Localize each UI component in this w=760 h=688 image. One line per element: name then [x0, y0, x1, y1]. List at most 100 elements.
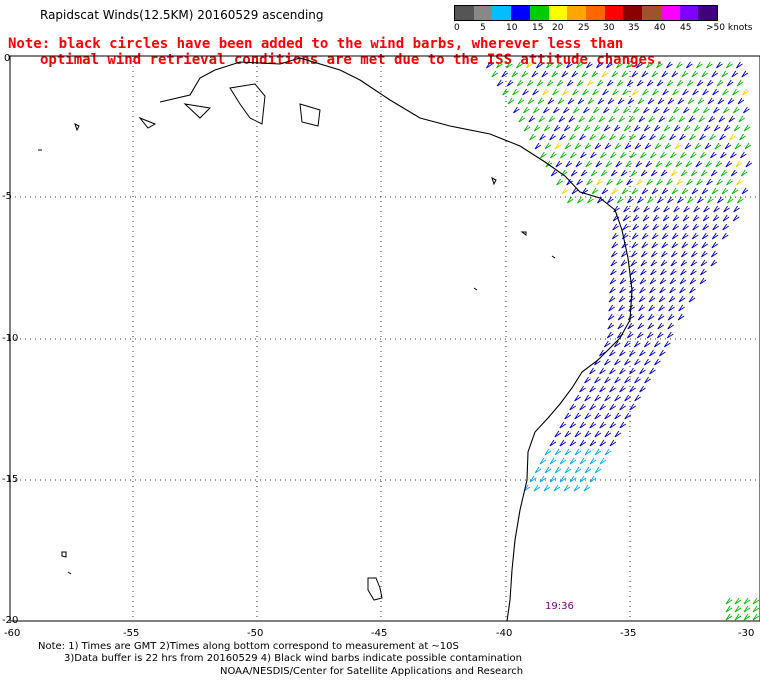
- wind-barb: [686, 61, 693, 69]
- wind-barb: [648, 115, 656, 123]
- legend-tick-label: 15: [532, 23, 544, 33]
- wind-barb: [606, 61, 613, 69]
- legend-tick-labels: 0 5 10 15 20 25 30 35 40 45 >50 knots: [454, 21, 760, 35]
- wind-barb: [612, 214, 620, 222]
- wind-barb: [547, 97, 555, 105]
- wind-barb: [587, 97, 595, 105]
- wind-barb: [743, 613, 751, 621]
- wind-barb: [653, 106, 660, 114]
- wind-barb: [579, 133, 586, 141]
- wind-barb: [646, 331, 654, 339]
- wind-barb: [569, 475, 577, 483]
- wind-barb: [643, 124, 651, 132]
- wind-barb: [583, 484, 591, 492]
- wind-barb: [526, 79, 534, 87]
- wind-barb: [609, 421, 617, 429]
- wind-barb: [752, 605, 760, 613]
- wind-barb: [554, 430, 562, 438]
- wind-barb: [667, 97, 675, 105]
- wind-barb: [603, 340, 611, 348]
- wind-barb: [668, 295, 676, 303]
- wind-barb: [567, 97, 575, 105]
- wind-barb: [617, 322, 624, 330]
- wind-barb: [599, 133, 606, 141]
- wind-barb: [710, 250, 718, 258]
- coastline: [159, 57, 633, 622]
- wind-barb: [613, 106, 620, 114]
- wind-barb: [668, 115, 676, 123]
- wind-barb: [669, 133, 676, 141]
- wind-barb: [679, 277, 687, 285]
- wind-barb: [666, 61, 673, 69]
- wind-barb: [708, 115, 716, 123]
- wind-barb: [571, 70, 579, 78]
- wind-barb: [676, 178, 683, 186]
- wind-barb: [589, 403, 596, 411]
- wind-barb: [657, 196, 664, 204]
- wind-barb: [737, 97, 745, 105]
- wind-barb: [672, 88, 679, 96]
- wind-barb: [680, 250, 688, 258]
- wind-barb: [636, 79, 644, 87]
- wind-barb: [579, 457, 587, 465]
- wind-barb: [650, 169, 658, 177]
- wind-barb: [608, 304, 615, 312]
- wind-barb: [516, 79, 524, 87]
- wind-barb: [649, 133, 656, 141]
- wind-barb: [743, 605, 751, 613]
- wind-barb: [677, 97, 685, 105]
- wind-barb: [614, 358, 621, 366]
- wind-barb: [628, 304, 635, 312]
- lon-label-30: -30: [738, 628, 755, 639]
- wind-barb: [653, 340, 661, 348]
- wind-barb: [539, 133, 546, 141]
- wind-barb: [733, 124, 741, 132]
- wind-barb: [690, 151, 697, 159]
- wind-barb: [534, 142, 542, 150]
- wind-barb: [533, 484, 541, 492]
- wind-barb: [730, 169, 738, 177]
- wind-barb: [606, 79, 614, 87]
- wind-barb: [611, 187, 619, 195]
- wind-barb: [574, 430, 582, 438]
- wind-barb: [637, 97, 645, 105]
- wind-barb: [662, 214, 670, 222]
- wind-barb: [607, 322, 614, 330]
- wind-barb: [599, 457, 607, 465]
- wind-barb: [682, 223, 689, 231]
- wind-barb: [681, 70, 689, 78]
- wind-barb: [726, 178, 733, 186]
- wind-barb: [670, 259, 678, 267]
- wind-barb: [631, 241, 639, 249]
- wind-barb: [582, 88, 589, 96]
- wind-barb: [619, 286, 626, 294]
- wind-barb: [621, 70, 629, 78]
- wind-barb: [595, 160, 603, 168]
- wind-speed-legend: 0 5 10 15 20 25 30 35 40 45 >50 knots: [454, 5, 760, 35]
- wind-barb: [574, 448, 582, 456]
- wind-barb: [640, 250, 648, 258]
- wind-barb: [644, 142, 652, 150]
- wind-barb: [655, 160, 663, 168]
- lon-label-45: -45: [371, 628, 388, 639]
- wind-barb: [598, 115, 606, 123]
- wind-barb: [572, 88, 579, 96]
- wind-barb: [670, 169, 678, 177]
- wind-barb: [730, 151, 737, 159]
- wind-barb: [706, 61, 713, 69]
- wind-barb: [701, 241, 709, 249]
- wind-barb: [716, 61, 723, 69]
- wind-barb: [647, 97, 655, 105]
- footnote-line-2: 3)Data buffer is 22 hrs from 20160529 4)…: [64, 653, 522, 664]
- wind-barb: [630, 259, 638, 267]
- legend-swatch: [623, 6, 643, 20]
- wind-barb: [513, 106, 520, 114]
- wind-barb: [507, 97, 515, 105]
- wind-barb: [721, 70, 729, 78]
- wind-barb: [686, 178, 693, 186]
- wind-barb: [671, 232, 679, 240]
- wind-barb: [589, 133, 596, 141]
- wind-barb: [594, 466, 602, 474]
- wind-barb: [706, 178, 713, 186]
- wind-barb: [619, 133, 626, 141]
